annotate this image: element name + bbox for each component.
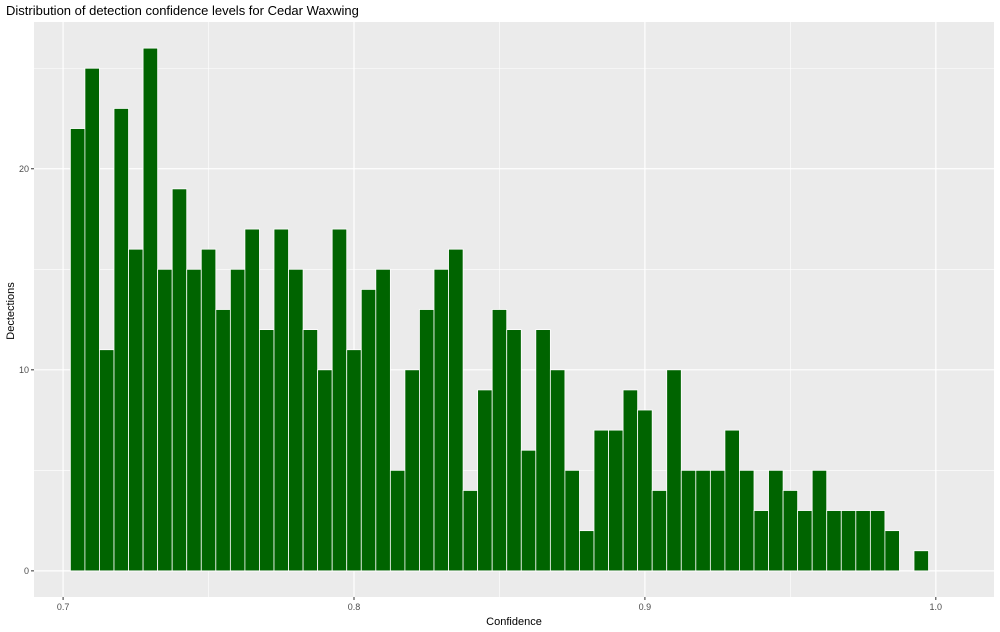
histogram-bar xyxy=(69,128,86,572)
histogram-bar xyxy=(215,309,231,572)
histogram-bar xyxy=(797,510,813,572)
histogram-bar xyxy=(506,329,522,572)
histogram-bar xyxy=(695,469,711,572)
histogram-bar xyxy=(157,268,173,572)
histogram-bar xyxy=(84,67,100,572)
histogram-bar xyxy=(739,469,755,572)
histogram-bar xyxy=(229,268,246,572)
histogram-bar xyxy=(564,469,580,572)
y-tick-label: 20 xyxy=(19,164,29,174)
histogram-bar xyxy=(913,550,929,572)
histogram-bar xyxy=(404,369,420,572)
histogram-bar xyxy=(244,228,260,572)
x-tick-label: 1.0 xyxy=(930,602,943,612)
histogram-bar xyxy=(680,469,697,572)
histogram-bar xyxy=(462,490,479,572)
histogram-bar xyxy=(142,47,159,572)
histogram-bar xyxy=(200,248,217,572)
chart-title: Distribution of detection confidence lev… xyxy=(6,3,359,18)
histogram-bar xyxy=(549,369,566,572)
histogram-bar xyxy=(622,389,639,572)
x-tick-label: 0.9 xyxy=(639,602,652,612)
histogram-bar xyxy=(448,248,464,572)
histogram-bar xyxy=(128,248,144,572)
histogram-bar xyxy=(186,268,202,572)
histogram-bar xyxy=(855,510,871,572)
y-tick-label: 10 xyxy=(19,365,29,375)
y-tick-label: 0 xyxy=(24,566,29,576)
histogram-bar xyxy=(259,329,275,572)
histogram-bar xyxy=(433,268,449,572)
histogram-bar xyxy=(651,490,668,572)
histogram-bar xyxy=(273,228,289,572)
x-axis-title: Confidence xyxy=(486,616,542,628)
histogram-bar xyxy=(666,369,682,572)
histogram-bar xyxy=(302,329,319,572)
histogram-bar xyxy=(826,510,842,572)
x-tick-label: 0.7 xyxy=(57,602,70,612)
x-axis: 0.7 0.8 0.9 1.0 xyxy=(57,597,942,612)
histogram-bar xyxy=(389,469,406,572)
histogram-bar xyxy=(331,228,348,572)
histogram-bar xyxy=(113,108,129,572)
histogram-bar xyxy=(491,309,508,572)
histogram-bar xyxy=(288,268,304,572)
y-axis-title: Dectections xyxy=(5,282,17,340)
histogram-bar xyxy=(317,369,333,572)
histogram-bar xyxy=(782,490,799,572)
histogram-bar xyxy=(724,429,740,572)
x-tick-label: 0.8 xyxy=(348,602,361,612)
histogram-bar xyxy=(709,469,726,572)
histogram-bar xyxy=(753,510,769,572)
histogram-bar xyxy=(608,429,624,572)
histogram-bar xyxy=(869,510,886,572)
histogram-bar xyxy=(884,530,900,572)
histogram-bar xyxy=(637,409,653,572)
histogram-bars xyxy=(69,47,929,572)
histogram-bar xyxy=(375,268,391,572)
histogram-bar xyxy=(346,349,362,572)
histogram-bar xyxy=(593,429,609,572)
histogram-bar xyxy=(171,188,188,572)
histogram-bar xyxy=(579,530,595,572)
y-axis: 0 10 20 xyxy=(19,164,34,576)
histogram-bar xyxy=(535,329,551,572)
histogram-bar xyxy=(520,449,537,572)
histogram-bar xyxy=(477,389,493,572)
histogram-bar xyxy=(811,469,828,572)
histogram-bar xyxy=(99,349,115,572)
histogram-bar xyxy=(840,510,857,572)
histogram-bar xyxy=(360,288,377,572)
histogram-bar xyxy=(419,309,435,572)
histogram-bar xyxy=(768,469,784,572)
